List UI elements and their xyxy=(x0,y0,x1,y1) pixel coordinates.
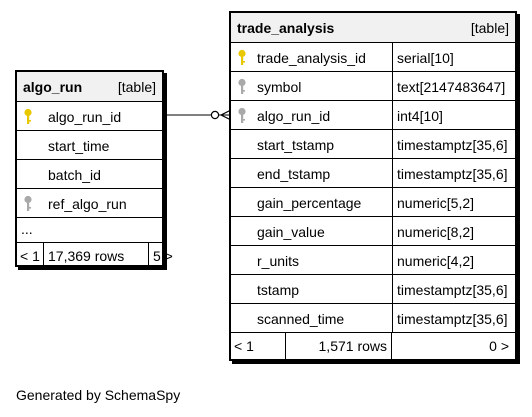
foreign-key-icon xyxy=(237,107,247,124)
column-row[interactable]: ref_algo_run xyxy=(17,189,162,218)
optional-circle xyxy=(210,110,220,120)
column-name: end_tstamp xyxy=(257,166,331,182)
column-type: serial[10] xyxy=(397,50,454,66)
column-type: timestamptz[35,6] xyxy=(397,137,508,153)
column-name: start_time xyxy=(48,138,110,154)
foreign-key-icon xyxy=(23,195,33,212)
column-row[interactable]: symbol text[2147483647] xyxy=(231,72,515,101)
column-type: timestamptz[35,6] xyxy=(397,166,508,182)
column-type: numeric[8,2] xyxy=(397,224,475,240)
column-name: algo_run_id xyxy=(257,108,331,124)
primary-key-icon xyxy=(23,108,33,125)
generated-by-text: Generated by SchemaSpy xyxy=(16,387,181,403)
column-name: tstamp xyxy=(257,282,300,298)
column-name: scanned_time xyxy=(257,311,345,327)
row-count: 1,571 rows xyxy=(318,338,387,354)
table-header: trade_analysis [table] xyxy=(231,13,515,43)
table-name: trade_analysis xyxy=(237,20,335,36)
column-type: text[2147483647] xyxy=(397,79,506,95)
primary-key-icon xyxy=(237,49,247,66)
column-row[interactable]: start_tstamp timestamptz[35,6] xyxy=(231,130,515,159)
column-name: gain_value xyxy=(257,224,325,240)
column-type: timestamptz[35,6] xyxy=(397,282,508,298)
column-type: numeric[4,2] xyxy=(397,253,475,269)
table-footer: < 1 1,571 rows 0 > xyxy=(231,333,515,359)
foreign-key-icon xyxy=(237,78,247,95)
column-name: trade_analysis_id xyxy=(257,50,366,66)
table-type-label: [table] xyxy=(470,20,509,36)
column-row[interactable]: start_time xyxy=(17,131,162,160)
column-name: r_units xyxy=(257,253,300,269)
row-count: 17,369 rows xyxy=(48,248,125,264)
column-row[interactable]: trade_analysis_id serial[10] xyxy=(231,43,515,72)
column-row[interactable]: algo_run_id int4[10] xyxy=(231,101,515,130)
table-type-label: [table] xyxy=(117,79,156,95)
column-name: batch_id xyxy=(48,167,101,183)
table-trade-analysis[interactable]: trade_analysis [table] trade_analysis_id… xyxy=(229,11,517,361)
table-name: algo_run xyxy=(23,79,83,95)
column-row[interactable]: scanned_time timestamptz[35,6] xyxy=(231,304,515,333)
column-row[interactable]: batch_id xyxy=(17,160,162,189)
column-name: algo_run_id xyxy=(48,109,122,125)
column-name: ref_algo_run xyxy=(48,196,127,212)
column-row[interactable]: gain_percentage numeric[5,2] xyxy=(231,188,515,217)
column-type: timestamptz[35,6] xyxy=(397,311,508,327)
table-header: algo_run [table] xyxy=(17,72,162,102)
children-count: 0 > xyxy=(489,338,509,354)
parents-count: < 1 xyxy=(20,248,40,264)
parents-count: < 1 xyxy=(234,338,254,354)
column-name: gain_percentage xyxy=(257,195,362,211)
column-type: int4[10] xyxy=(397,108,443,124)
column-row[interactable]: end_tstamp timestamptz[35,6] xyxy=(231,159,515,188)
column-row[interactable]: algo_run_id xyxy=(17,102,162,131)
column-name: start_tstamp xyxy=(257,137,335,153)
children-count: 5 > xyxy=(153,248,173,264)
column-row[interactable]: gain_value numeric[8,2] xyxy=(231,217,515,246)
ellipsis: ... xyxy=(21,221,33,237)
column-row[interactable]: tstamp timestamptz[35,6] xyxy=(231,275,515,304)
table-footer: < 1 17,369 rows 5 > xyxy=(17,243,173,270)
more-columns-row: ... xyxy=(17,218,162,243)
column-type: numeric[5,2] xyxy=(397,195,475,211)
column-name: symbol xyxy=(257,79,302,95)
column-row[interactable]: r_units numeric[4,2] xyxy=(231,246,515,275)
